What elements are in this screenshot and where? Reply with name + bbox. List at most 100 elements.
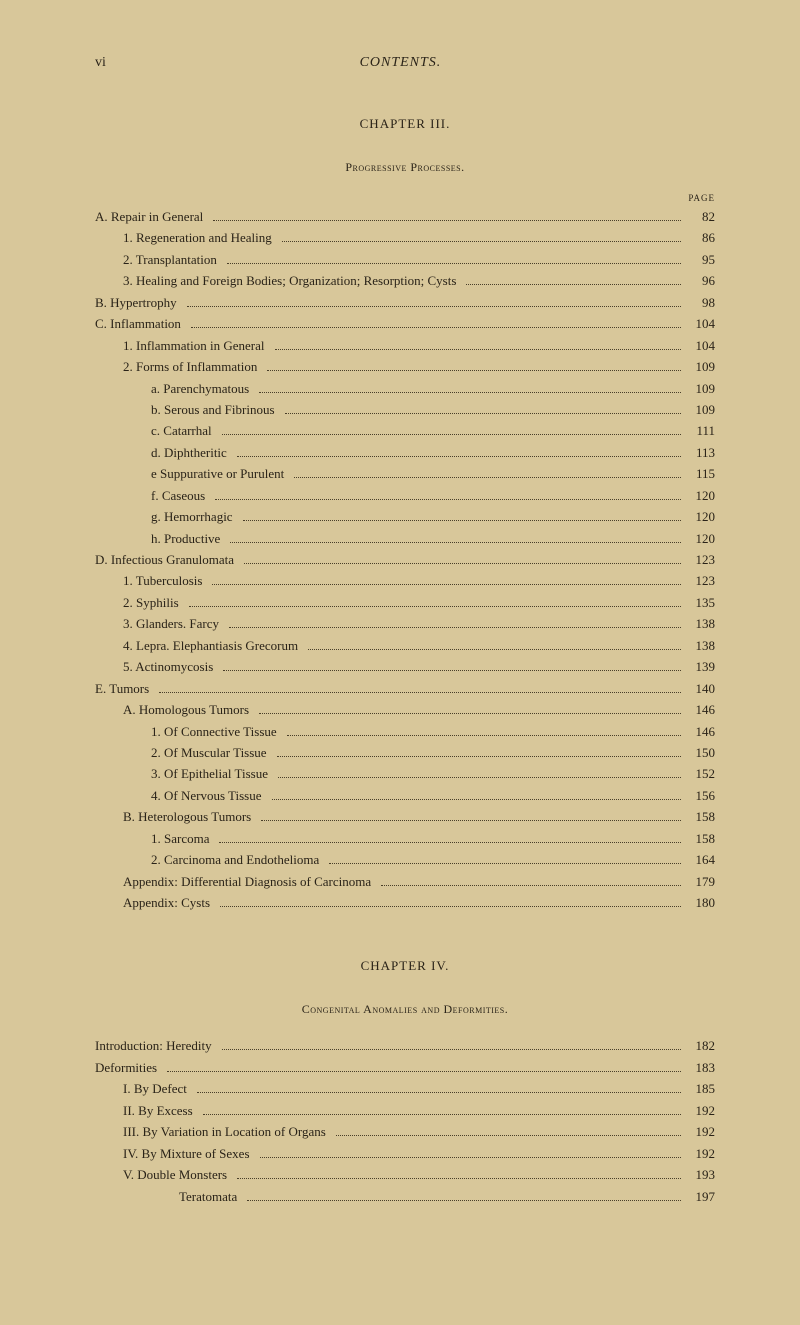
toc-label: Teratomata xyxy=(179,1186,243,1207)
toc-label: 2. Carcinoma and Endothelioma xyxy=(151,849,325,870)
toc-leader-dots xyxy=(215,499,681,500)
toc-leader-dots xyxy=(466,284,681,285)
toc-page-number: 120 xyxy=(685,506,715,527)
toc-page-number: 197 xyxy=(685,1186,715,1207)
toc-entry: 5. Actinomycosis139 xyxy=(95,656,715,677)
toc-label: A. Repair in General xyxy=(95,206,209,227)
toc-entry: 3. Glanders. Farcy 138 xyxy=(95,613,715,634)
toc-page-number: 135 xyxy=(685,592,715,613)
toc-entry: Introduction: Heredity182 xyxy=(95,1035,715,1056)
toc-entry: 3. Healing and Foreign Bodies; Organizat… xyxy=(95,270,715,291)
toc-leader-dots xyxy=(294,477,681,478)
chapter-3-toc: A. Repair in General821. Regeneration an… xyxy=(95,206,715,913)
toc-page-number: 104 xyxy=(685,335,715,356)
toc-page-number: 109 xyxy=(685,356,715,377)
toc-entry: A. Homologous Tumors 146 xyxy=(95,699,715,720)
toc-page-number: 138 xyxy=(685,613,715,634)
toc-leader-dots xyxy=(237,1178,681,1179)
toc-page-number: 120 xyxy=(685,528,715,549)
toc-label: 1. Tuberculosis xyxy=(123,570,208,591)
toc-entry: b. Serous and Fibrinous109 xyxy=(95,399,715,420)
toc-page-number: 138 xyxy=(685,635,715,656)
toc-entry: 2. Syphilis 135 xyxy=(95,592,715,613)
toc-leader-dots xyxy=(230,542,681,543)
toc-page-number: 192 xyxy=(685,1143,715,1164)
toc-leader-dots xyxy=(212,584,681,585)
toc-page-number: 98 xyxy=(685,292,715,313)
toc-entry: III. By Variation in Location of Organs1… xyxy=(95,1121,715,1142)
toc-leader-dots xyxy=(222,1049,681,1050)
toc-label: Appendix: Differential Diagnosis of Carc… xyxy=(123,871,377,892)
toc-entry: g. Hemorrhagic 120 xyxy=(95,506,715,527)
toc-entry: V. Double Monsters193 xyxy=(95,1164,715,1185)
toc-page-number: 123 xyxy=(685,570,715,591)
toc-leader-dots xyxy=(285,413,682,414)
toc-leader-dots xyxy=(229,627,681,628)
toc-label: 5. Actinomycosis xyxy=(123,656,219,677)
toc-label: a. Parenchymatous xyxy=(151,378,255,399)
toc-label: E. Tumors xyxy=(95,678,155,699)
toc-entry: IV. By Mixture of Sexes 192 xyxy=(95,1143,715,1164)
toc-entry: Appendix: Cysts180 xyxy=(95,892,715,913)
toc-page-number: 183 xyxy=(685,1057,715,1078)
toc-entry: 2. Forms of Inflammation 109 xyxy=(95,356,715,377)
toc-leader-dots xyxy=(227,263,681,264)
toc-page-number: 140 xyxy=(685,678,715,699)
toc-page-number: 146 xyxy=(685,721,715,742)
chapter-4-toc: Introduction: Heredity182Deformities 183 I… xyxy=(95,1035,715,1207)
toc-label: B. Heterologous Tumors xyxy=(123,806,257,827)
contents-title: CONTENTS. xyxy=(106,55,695,71)
toc-label: A. Homologous Tumors xyxy=(123,699,255,720)
toc-leader-dots xyxy=(282,241,681,242)
toc-leader-dots xyxy=(220,906,681,907)
toc-entry: 4. Of Nervous Tissue 156 xyxy=(95,785,715,806)
toc-label: 2. Transplantation xyxy=(123,249,223,270)
toc-entry: B. Heterologous Tumors158 xyxy=(95,806,715,827)
toc-leader-dots xyxy=(260,1157,681,1158)
toc-page-number: 185 xyxy=(685,1078,715,1099)
toc-page-number: 146 xyxy=(685,699,715,720)
toc-leader-dots xyxy=(243,520,681,521)
toc-entry: f. Caseous120 xyxy=(95,485,715,506)
toc-page-number: 86 xyxy=(685,227,715,248)
toc-label: C. Inflammation xyxy=(95,313,187,334)
toc-page-number: 158 xyxy=(685,828,715,849)
toc-label: 1. Of Connective Tissue xyxy=(151,721,283,742)
toc-leader-dots xyxy=(381,885,681,886)
toc-page-number: 120 xyxy=(685,485,715,506)
toc-page-number: 156 xyxy=(685,785,715,806)
toc-page-number: 150 xyxy=(685,742,715,763)
toc-page-number: 96 xyxy=(685,270,715,291)
toc-label: 3. Glanders. Farcy xyxy=(123,613,225,634)
toc-page-number: 109 xyxy=(685,378,715,399)
toc-label: 2. Forms of Inflammation xyxy=(123,356,263,377)
toc-entry: h. Productive 120 xyxy=(95,528,715,549)
toc-entry: 3. Of Epithelial Tissue152 xyxy=(95,763,715,784)
toc-entry: 1. Regeneration and Healing86 xyxy=(95,227,715,248)
toc-label: 4. Of Nervous Tissue xyxy=(151,785,268,806)
section-heading-progressive: Progressive Processes. xyxy=(95,160,715,175)
toc-leader-dots xyxy=(329,863,681,864)
toc-leader-dots xyxy=(277,756,681,757)
toc-leader-dots xyxy=(275,349,681,350)
chapter-3-heading: CHAPTER III. xyxy=(95,116,715,132)
toc-label: g. Hemorrhagic xyxy=(151,506,239,527)
toc-page-number: 179 xyxy=(685,871,715,892)
toc-page-number: 180 xyxy=(685,892,715,913)
toc-leader-dots xyxy=(247,1200,681,1201)
toc-page-number: 115 xyxy=(685,463,715,484)
page-header: vi CONTENTS. xyxy=(95,55,715,71)
toc-leader-dots xyxy=(219,842,681,843)
toc-label: h. Productive xyxy=(151,528,226,549)
toc-label: D. Infectious Granulomata xyxy=(95,549,240,570)
toc-label: B. Hypertrophy xyxy=(95,292,183,313)
toc-label: IV. By Mixture of Sexes xyxy=(123,1143,256,1164)
toc-leader-dots xyxy=(191,327,681,328)
toc-page-number: 113 xyxy=(685,442,715,463)
toc-entry: Appendix: Differential Diagnosis of Carc… xyxy=(95,871,715,892)
toc-page-number: 123 xyxy=(685,549,715,570)
toc-label: 2. Syphilis xyxy=(123,592,185,613)
toc-entry: 2. Transplantation95 xyxy=(95,249,715,270)
toc-leader-dots xyxy=(287,735,681,736)
toc-label: Deformities xyxy=(95,1057,163,1078)
